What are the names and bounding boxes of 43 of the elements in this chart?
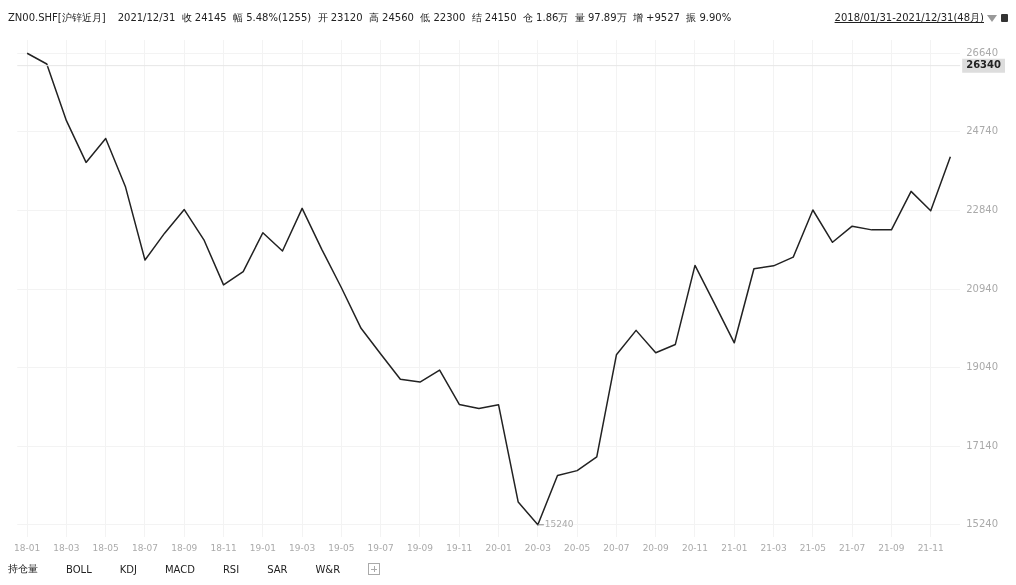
x-tick-label: 19-11 <box>446 542 473 553</box>
x-tick-label: 21-11 <box>917 542 944 553</box>
x-tick-label: 18-11 <box>210 542 237 553</box>
text: MACD <box>164 563 195 575</box>
x-tick-label: 18-09 <box>171 542 198 553</box>
x-tick-label: 20-09 <box>642 542 670 553</box>
x-tick-label: 21-01 <box>721 542 748 553</box>
text: BOLL <box>66 563 92 575</box>
x-tick-label: 18-01 <box>14 542 41 553</box>
x-tick-label: 19-01 <box>249 542 276 553</box>
x-tick-label: 19-03 <box>289 542 316 553</box>
chart-subtitle: 2021/12/31 收 24145 幅 5.48%(1255) 开 23120 高 24560 低 22300 结 24150 仓 1.86万 量 97.89万 增 +9527 振 9.90% <box>117 11 732 25</box>
x-tick-label: 20-11 <box>681 542 709 553</box>
x-tick-label: 18-03 <box>53 542 80 553</box>
text: KDJ <box>119 563 137 575</box>
x-tick-label: 19-07 <box>367 542 394 553</box>
x-tick-label: 18-05 <box>92 542 119 553</box>
x-tick-label: 18-07 <box>131 542 159 553</box>
x-tick-label: 21-09 <box>878 542 905 553</box>
text: 持仓量 <box>8 562 38 576</box>
annotation: 15240 <box>544 519 574 530</box>
x-tick-label: 20-07 <box>603 542 630 553</box>
y-tick-label: 19040 <box>966 361 998 373</box>
y-tick-label: 15240 <box>966 518 998 530</box>
x-tick-label: 21-03 <box>760 542 787 553</box>
y-tick-label: 26640 <box>966 46 998 58</box>
x-tick-label: 20-01 <box>485 542 512 553</box>
text: 2018/01/31-2021/12/31(48月) <box>834 11 984 25</box>
ref-line-label: 26340 <box>966 59 1002 71</box>
text: W&R <box>315 563 341 575</box>
y-tick-label: 24740 <box>966 125 998 137</box>
x-tick-label: 19-09 <box>406 542 434 553</box>
x-tick-label: 21-05 <box>799 542 826 553</box>
x-tick-label: 20-03 <box>524 542 551 553</box>
text: SAR <box>267 563 288 575</box>
x-tick-label: 21-07 <box>839 542 866 553</box>
x-tick-label: 19-05 <box>328 542 355 553</box>
text: RSI <box>222 563 240 575</box>
chart-title: ZN00.SHF[沪锌近月] <box>8 11 106 25</box>
y-tick-label: 17140 <box>966 439 998 451</box>
y-tick-label: 20940 <box>966 282 998 294</box>
y-tick-label: 22840 <box>966 204 998 216</box>
x-tick-label: 20-05 <box>564 542 591 553</box>
